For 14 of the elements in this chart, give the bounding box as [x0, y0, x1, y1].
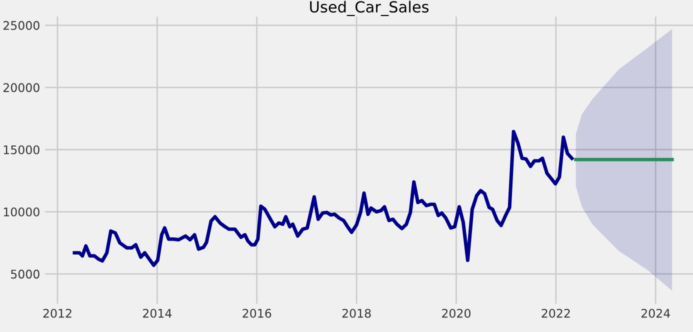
- x-tick-label: 2016: [242, 308, 272, 318]
- y-tick-label: 5000: [11, 270, 40, 279]
- chart-title: Used_Car_Sales: [310, 0, 429, 16]
- x-tick-label: 2022: [542, 308, 570, 318]
- line-series: [72, 130, 574, 267]
- y-tick-label: 20000: [3, 83, 40, 92]
- x-tick-label: 2012: [43, 308, 72, 318]
- x-tick-label: 2024: [641, 308, 670, 318]
- x-tick-label: 2020: [442, 308, 470, 318]
- x-tick-label: 2018: [342, 308, 371, 318]
- y-tick-label: 15000: [4, 145, 40, 154]
- y-tick-label: 25000: [3, 21, 40, 30]
- y-tick-label: 10000: [4, 208, 40, 216]
- x-tick-label: 2014: [143, 308, 172, 318]
